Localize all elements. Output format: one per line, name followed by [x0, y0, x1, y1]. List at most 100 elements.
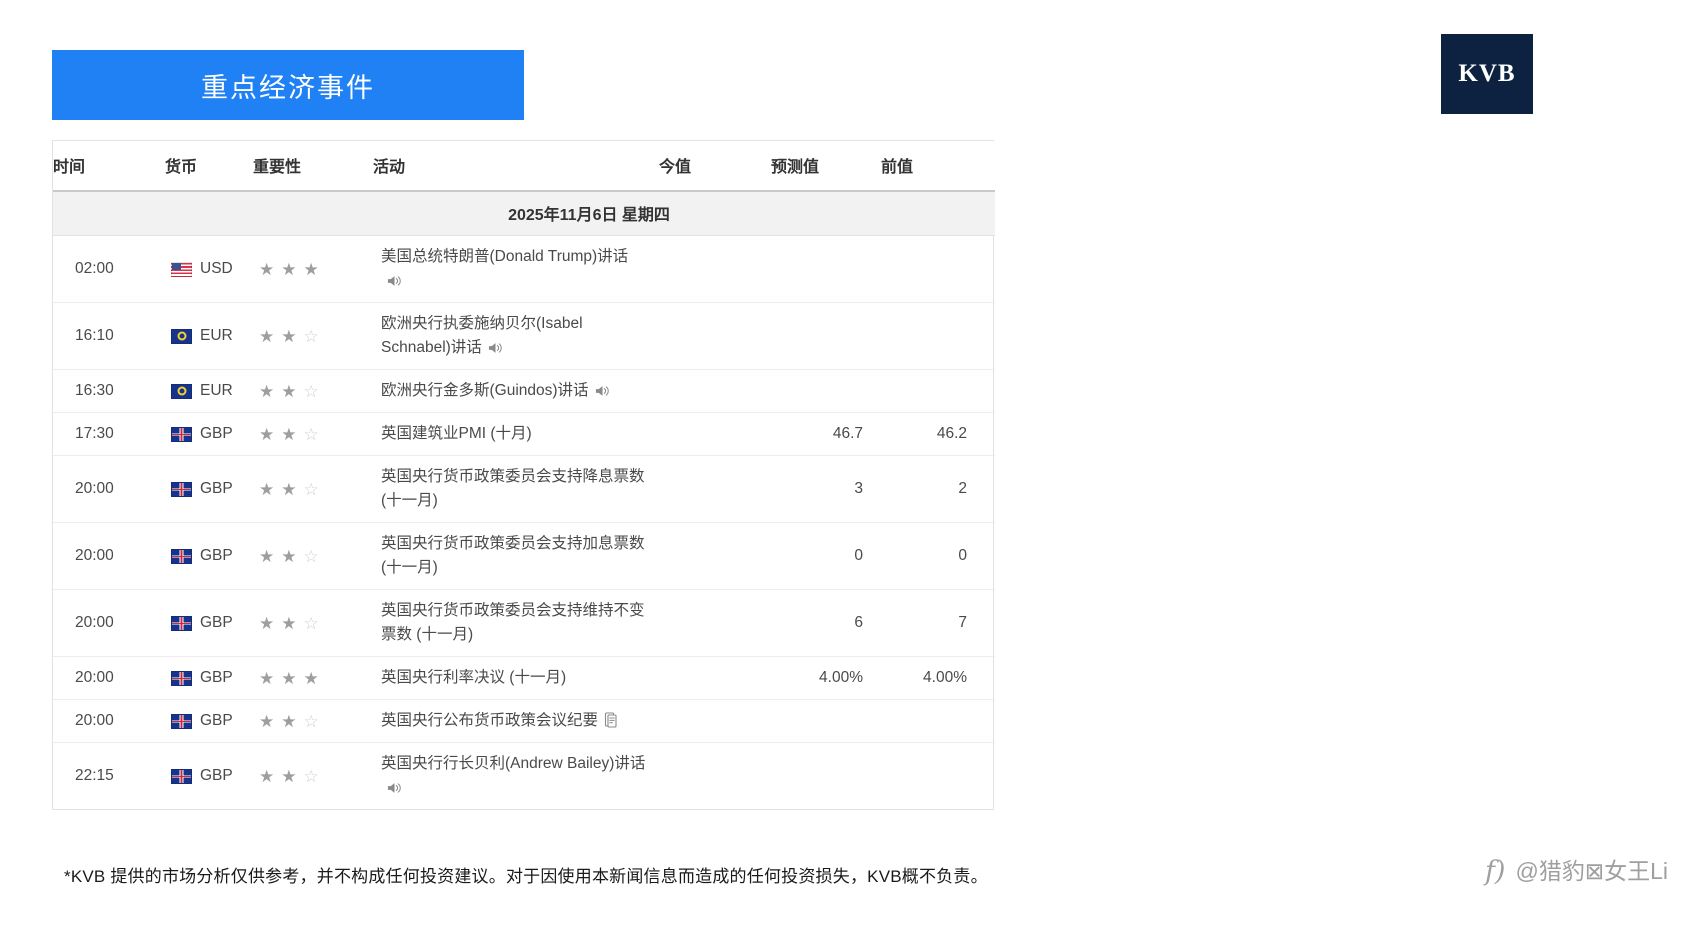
cell-previous — [881, 699, 995, 744]
cell-actual — [659, 656, 771, 701]
event-name: 英国建筑业PMI (十月) — [381, 425, 532, 443]
table-header-row: 时间 货币 重要性 活动 今值 预测值 前值 — [53, 141, 995, 192]
column-header-actual: 今值 — [659, 141, 771, 192]
table-row[interactable]: 17:30 GBP ★ ★ ☆ 英国建筑业PMI (十月) 46.7 46.2 — [53, 412, 995, 457]
page-title-banner: 重点经济事件 — [52, 50, 524, 120]
event-name: 英国央行利率决议 (十一月) — [381, 669, 567, 687]
currency-code: GBP — [200, 614, 233, 632]
cell-forecast — [771, 302, 881, 371]
star-empty-icon: ☆ — [303, 711, 319, 731]
table-row[interactable]: 20:00 GBP ★ ★ ☆ 英国央行货币政策委员会支持维持不变票数 (十一月) 6 7 — [53, 589, 995, 658]
cell-previous — [881, 302, 995, 371]
cell-event[interactable]: 英国央行公布货币政策会议纪要 — [373, 699, 659, 744]
importance-stars: ★ ★ ☆ — [259, 426, 372, 443]
table-row[interactable]: 16:10 EUR ★ ★ ☆ 欧洲央行执委施纳贝尔(Isabel Schnabel)讲话 — [53, 302, 995, 371]
cell-actual — [659, 522, 771, 591]
currency-code: GBP — [200, 669, 233, 687]
table-row[interactable]: 20:00 GBP ★ ★ ☆ 英国央行货币政策委员会支持降息票数 (十一月) 3 2 — [53, 455, 995, 524]
star-filled-icon: ★ — [281, 613, 297, 633]
column-header-forecast: 预测值 — [771, 141, 881, 192]
star-filled-icon: ★ — [259, 381, 275, 401]
cell-event[interactable]: 欧洲央行金多斯(Guindos)讲话 — [373, 369, 659, 414]
cell-time: 20:00 — [53, 589, 165, 658]
watermark: f) @猎豹⊠女王Li — [1485, 858, 1668, 885]
event-name: 欧洲央行执委施纳贝尔(Isabel Schnabel)讲话 — [381, 315, 583, 357]
star-filled-icon: ★ — [281, 479, 297, 499]
cell-event[interactable]: 英国建筑业PMI (十月) — [373, 412, 659, 457]
flag-gbp-icon — [171, 481, 192, 497]
table-row[interactable]: 16:30 EUR ★ ★ ☆ 欧洲央行金多斯(Guindos)讲话 — [53, 369, 995, 414]
flag-eur-icon — [171, 383, 192, 399]
cell-event[interactable]: 英国央行行长贝利(Andrew Bailey)讲话 — [373, 743, 659, 810]
cell-time: 02:00 — [53, 235, 165, 304]
currency-code: EUR — [200, 382, 233, 400]
cell-actual — [659, 743, 771, 810]
cell-currency: USD — [165, 235, 253, 304]
date-group-label: 2025年11月6日 星期四 — [53, 191, 995, 236]
watermark-label: @猎豹⊠女王Li — [1515, 858, 1668, 884]
speaker-icon[interactable] — [387, 274, 402, 288]
cell-forecast: 0 — [771, 522, 881, 591]
cell-event[interactable]: 美国总统特朗普(Donald Trump)讲话 — [373, 235, 659, 304]
cell-currency: GBP — [165, 412, 253, 457]
cell-event[interactable]: 英国央行货币政策委员会支持维持不变票数 (十一月) — [373, 589, 659, 658]
star-filled-icon: ★ — [259, 424, 275, 444]
star-empty-icon: ☆ — [303, 424, 319, 444]
cell-previous: 46.2 — [881, 412, 995, 457]
table-body: 2025年11月6日 星期四 02:00 USD ★ ★ ★ 美国总统特朗普(Donald… — [53, 191, 995, 809]
cell-currency: EUR — [165, 302, 253, 371]
cell-currency: GBP — [165, 589, 253, 658]
importance-stars: ★ ★ ☆ — [259, 548, 372, 565]
cell-forecast: 6 — [771, 589, 881, 658]
table-row[interactable]: 22:15 GBP ★ ★ ☆ 英国央行行长贝利(Andrew Bailey)讲话 — [53, 743, 995, 810]
currency-code: GBP — [200, 547, 233, 565]
cell-event[interactable]: 欧洲央行执委施纳贝尔(Isabel Schnabel)讲话 — [373, 302, 659, 371]
currency-code: GBP — [200, 425, 233, 443]
flag-eur-icon — [171, 328, 192, 344]
cell-actual — [659, 455, 771, 524]
speaker-icon[interactable] — [488, 341, 503, 355]
table-row[interactable]: 02:00 USD ★ ★ ★ 美国总统特朗普(Donald Trump)讲话 — [53, 235, 995, 304]
flag-gbp-icon — [171, 426, 192, 442]
table-row[interactable]: 20:00 GBP ★ ★ ☆ 英国央行货币政策委员会支持加息票数 (十一月) 0 0 — [53, 522, 995, 591]
speaker-icon[interactable] — [595, 384, 610, 398]
flag-gbp-icon — [171, 670, 192, 686]
cell-importance: ★ ★ ☆ — [253, 412, 373, 457]
events-table: 时间 货币 重要性 活动 今值 预测值 前值 2025年11月6日 星期四 02… — [53, 141, 995, 809]
cell-previous: 7 — [881, 589, 995, 658]
cell-time: 16:30 — [53, 369, 165, 414]
currency-code: GBP — [200, 480, 233, 498]
importance-stars: ★ ★ ★ — [259, 261, 372, 278]
cell-event[interactable]: 英国央行利率决议 (十一月) — [373, 656, 659, 701]
currency-code: GBP — [200, 767, 233, 785]
star-filled-icon: ★ — [281, 259, 297, 279]
column-header-currency: 货币 — [165, 141, 253, 192]
cell-actual — [659, 302, 771, 371]
speaker-icon[interactable] — [387, 781, 402, 795]
star-filled-icon: ★ — [303, 668, 319, 688]
cell-event[interactable]: 英国央行货币政策委员会支持降息票数 (十一月) — [373, 455, 659, 524]
cell-forecast: 4.00% — [771, 656, 881, 701]
cell-time: 16:10 — [53, 302, 165, 371]
star-filled-icon: ★ — [281, 711, 297, 731]
cell-currency: GBP — [165, 656, 253, 701]
star-empty-icon: ☆ — [303, 613, 319, 633]
cell-time: 20:00 — [53, 522, 165, 591]
cell-currency: GBP — [165, 522, 253, 591]
importance-stars: ★ ★ ☆ — [259, 383, 372, 400]
cell-previous — [881, 235, 995, 304]
cell-time: 20:00 — [53, 656, 165, 701]
currency-code: USD — [200, 260, 233, 278]
table-row[interactable]: 20:00 GBP ★ ★ ☆ 英国央行公布货币政策会议纪要 — [53, 699, 995, 744]
document-icon[interactable] — [604, 712, 618, 728]
column-header-previous: 前值 — [881, 141, 995, 192]
importance-stars: ★ ★ ★ — [259, 670, 372, 687]
star-filled-icon: ★ — [259, 613, 275, 633]
economic-calendar-table: 时间 货币 重要性 活动 今值 预测值 前值 2025年11月6日 星期四 02… — [52, 140, 995, 811]
cell-event[interactable]: 英国央行货币政策委员会支持加息票数 (十一月) — [373, 522, 659, 591]
cell-importance: ★ ★ ☆ — [253, 699, 373, 744]
cell-time: 20:00 — [53, 699, 165, 744]
star-filled-icon: ★ — [281, 381, 297, 401]
table-row[interactable]: 20:00 GBP ★ ★ ★ 英国央行利率决议 (十一月) 4.00% 4.00% — [53, 656, 995, 701]
event-name: 英国央行货币政策委员会支持维持不变票数 (十一月) — [381, 602, 645, 644]
